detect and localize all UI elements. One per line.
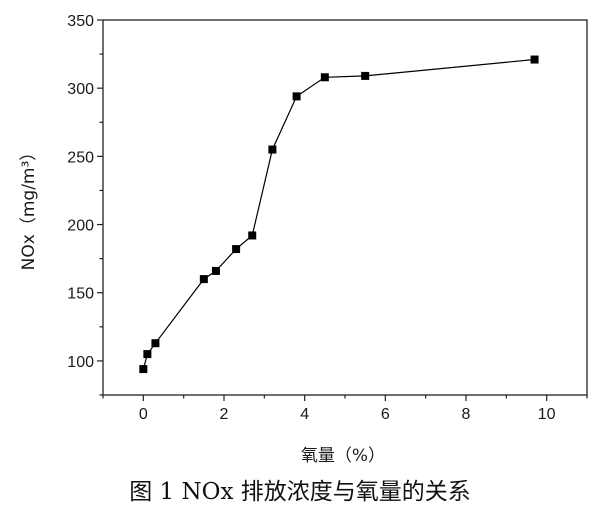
x-tick-label: 0	[139, 406, 148, 423]
data-point	[143, 350, 152, 359]
y-tick-label: 200	[67, 218, 94, 235]
data-point	[248, 231, 257, 240]
data-point	[199, 275, 208, 284]
y-tick-label: 250	[67, 149, 94, 166]
data-point	[232, 245, 241, 254]
x-axis-ticks: 0 2 4 6 8 10	[102, 395, 588, 423]
y-tick-label: 350	[67, 13, 94, 30]
x-tick-label: 8	[462, 406, 471, 423]
x-tick-label: 10	[538, 406, 556, 423]
data-point	[139, 365, 148, 374]
data-point	[211, 266, 220, 275]
figure-caption: 图 1 NOx 排放浓度与氧量的关系	[129, 479, 471, 505]
x-tick-label: 2	[220, 406, 229, 423]
y-tick-label: 100	[67, 354, 94, 371]
y-axis-title: NOx（mg/m³）	[19, 144, 39, 271]
data-point	[530, 55, 539, 64]
y-tick-label: 150	[67, 286, 94, 303]
x-axis-title: 氧量（%）	[301, 446, 385, 466]
data-point	[361, 71, 370, 80]
y-tick-label: 300	[67, 81, 94, 98]
data-point	[292, 92, 301, 101]
data-point	[151, 339, 160, 348]
series-layer	[139, 55, 539, 374]
data-point	[268, 145, 277, 154]
x-tick-label: 4	[300, 406, 309, 423]
series-line	[142, 58, 535, 370]
y-axis-ticks: 100 150 200 250 300 350	[67, 13, 103, 396]
x-tick-label: 6	[381, 406, 390, 423]
data-point	[320, 73, 329, 82]
